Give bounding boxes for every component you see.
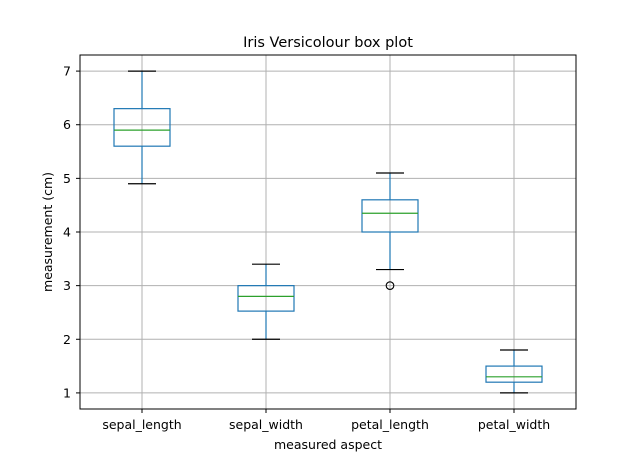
x-tick-label: petal_length xyxy=(351,417,429,432)
y-tick-label: 6 xyxy=(63,117,71,132)
y-axis-label: measurement (cm) xyxy=(40,172,55,292)
grid-lines xyxy=(80,55,576,409)
y-tick-label: 2 xyxy=(63,332,71,347)
x-tick-label: sepal_width xyxy=(229,417,303,432)
y-axis-ticks: 1 2 3 4 5 6 7 xyxy=(63,64,80,400)
outlier-point xyxy=(385,281,395,290)
box-series xyxy=(113,70,543,394)
x-axis-label: measured aspect xyxy=(274,437,382,452)
iqr-box xyxy=(237,285,295,312)
iqr-box xyxy=(485,365,543,383)
x-axis-ticks: sepal_length sepal_width petal_length petal… xyxy=(102,409,550,432)
box-sepal_width xyxy=(237,263,295,340)
box-petal_width xyxy=(485,349,543,394)
y-tick-label: 1 xyxy=(63,385,71,400)
y-tick-label: 5 xyxy=(63,171,71,186)
y-tick-label: 3 xyxy=(63,278,71,293)
chart-title: Iris Versicolour box plot xyxy=(243,35,413,51)
y-tick-label: 7 xyxy=(63,64,71,79)
box-sepal_length xyxy=(113,70,171,185)
y-tick-label: 4 xyxy=(63,225,71,240)
x-tick-label: petal_width xyxy=(478,417,550,432)
box-petal_length xyxy=(361,172,419,290)
x-tick-label: sepal_length xyxy=(102,417,181,432)
iqr-box xyxy=(361,199,419,233)
iqr-box xyxy=(113,108,171,147)
